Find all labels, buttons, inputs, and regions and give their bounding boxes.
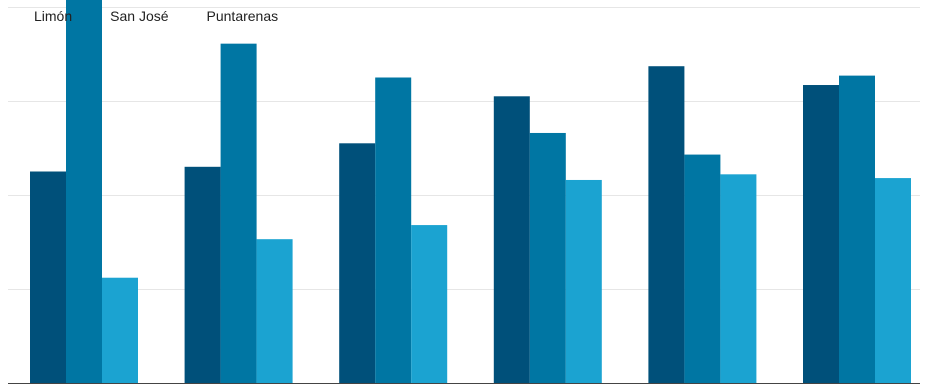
bar-1-2[interactable] <box>375 77 412 384</box>
bar-0-2[interactable] <box>339 143 376 383</box>
legend: Limón San José Puntarenas <box>34 8 316 24</box>
bars <box>30 0 911 384</box>
legend-label-limon: Limón <box>34 8 73 24</box>
bar-0-0[interactable] <box>30 171 66 384</box>
bar-2-2[interactable] <box>411 225 448 383</box>
bar-1-0[interactable] <box>66 0 102 383</box>
bar-1-5[interactable] <box>839 75 875 384</box>
gridlines <box>8 7 920 290</box>
legend-label-puntarenas: Puntarenas <box>206 8 279 24</box>
bar-2-3[interactable] <box>565 179 602 383</box>
bar-0-4[interactable] <box>648 66 685 383</box>
bar-1-4[interactable] <box>684 154 721 383</box>
bar-1-3[interactable] <box>529 132 566 383</box>
bar-0-1[interactable] <box>184 166 221 383</box>
legend-item-puntarenas[interactable]: Puntarenas <box>207 8 279 24</box>
bar-1-1[interactable] <box>220 43 257 383</box>
bar-2-4[interactable] <box>720 174 757 383</box>
legend-item-limon[interactable]: Limón <box>34 8 72 24</box>
legend-item-san-jose[interactable]: San José <box>110 8 168 24</box>
bar-2-5[interactable] <box>875 178 911 383</box>
bar-2-0[interactable] <box>102 277 138 383</box>
bar-2-1[interactable] <box>256 239 293 383</box>
bar-0-3[interactable] <box>493 96 530 384</box>
bar-0-5[interactable] <box>803 85 839 384</box>
legend-label-san-jose: San José <box>110 8 169 24</box>
